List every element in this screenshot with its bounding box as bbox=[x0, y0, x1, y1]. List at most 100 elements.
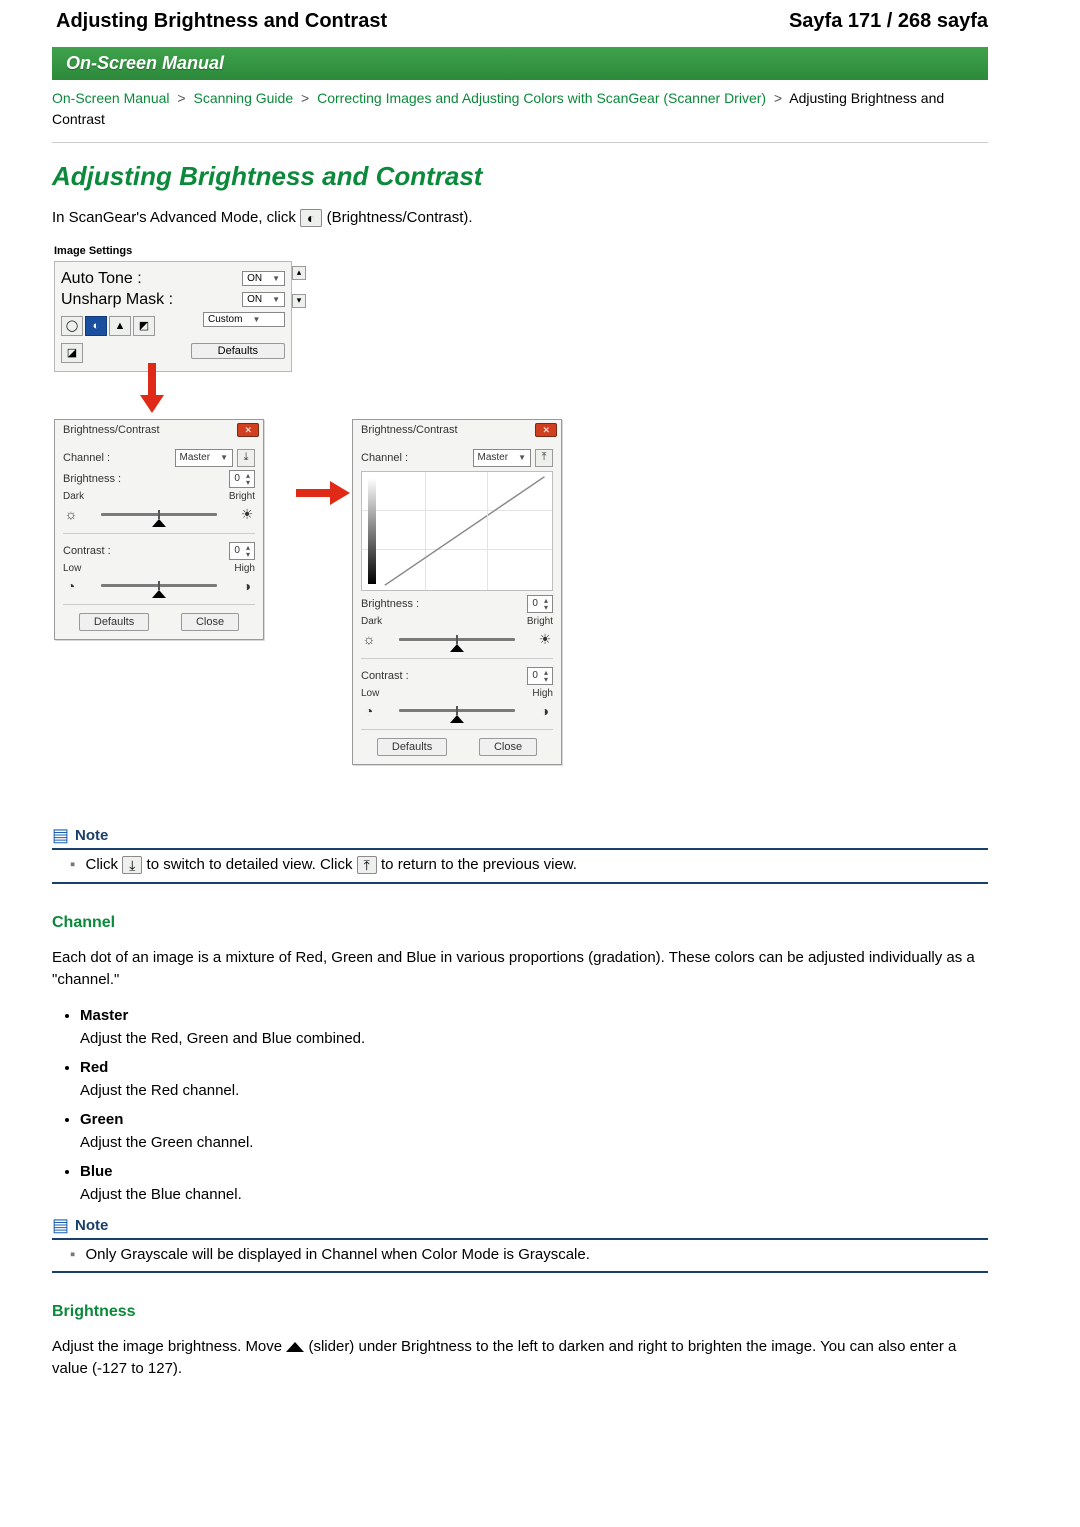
brightness-label: Brightness : bbox=[361, 598, 419, 610]
note-body: ▪ Only Grayscale will be displayed in Ch… bbox=[52, 1240, 988, 1273]
brightness-spin[interactable]: 0▴▾ bbox=[527, 595, 553, 613]
slider-icon bbox=[286, 1342, 304, 1352]
list-item: BlueAdjust the Blue channel. bbox=[80, 1163, 988, 1203]
dlg-title: Brightness/Contrast bbox=[361, 424, 458, 436]
low-label: Low bbox=[361, 688, 379, 699]
sep-icon: > bbox=[177, 90, 185, 106]
channel-select[interactable]: Master▼ bbox=[473, 449, 531, 467]
brightness-para: Adjust the image brightness. Move (slide… bbox=[52, 1336, 988, 1381]
contrast-spin[interactable]: 0▴▾ bbox=[527, 667, 553, 685]
sun-dim-icon: ☼ bbox=[361, 631, 377, 647]
side-up-icon[interactable]: ▴ bbox=[292, 266, 306, 280]
histogram-icon[interactable]: ▲ bbox=[109, 316, 131, 336]
note-title: Note bbox=[75, 827, 108, 844]
contrast-label: Contrast : bbox=[63, 545, 111, 557]
ch-label: Green bbox=[80, 1111, 123, 1128]
crumb-b[interactable]: Scanning Guide bbox=[193, 90, 293, 106]
red-arrow-down-icon bbox=[138, 363, 166, 415]
note-text-a: Click bbox=[86, 856, 123, 873]
bright-label: Bright bbox=[527, 616, 553, 627]
contrast-slider[interactable] bbox=[399, 709, 515, 712]
detailed-dialog: Brightness/Contrast✕ Channel : Master▼ ⤒… bbox=[352, 419, 562, 765]
bullet-icon: ▪ bbox=[70, 856, 75, 873]
list-item: Red Adjust the Red channel. bbox=[80, 1059, 988, 1099]
contrast-spin[interactable]: 0▴▾ bbox=[229, 542, 255, 560]
note-text-b: to switch to detailed view. Click bbox=[147, 856, 357, 873]
collapse-icon[interactable]: ⤒ bbox=[535, 449, 553, 467]
unsharp-label: Unsharp Mask : bbox=[61, 291, 173, 309]
crumb-c[interactable]: Correcting Images and Adjusting Colors w… bbox=[317, 90, 766, 106]
sun-bright-icon: ☀ bbox=[537, 631, 553, 648]
brightness-contrast-icon[interactable]: ◐ bbox=[85, 316, 107, 336]
note2-text: Only Grayscale will be displayed in Chan… bbox=[86, 1246, 590, 1263]
ch-desc: Adjust the Red, Green and Blue combined. bbox=[80, 1030, 988, 1047]
breadcrumb: On-Screen Manual > Scanning Guide > Corr… bbox=[52, 80, 988, 143]
dark-label: Dark bbox=[63, 491, 84, 502]
note-header: ▤ Note bbox=[52, 1215, 988, 1240]
page-header-right: Sayfa 171 / 268 sayfa bbox=[789, 10, 988, 33]
side-down-icon[interactable]: ▾ bbox=[292, 294, 306, 308]
contrast-high-icon: ◑ bbox=[537, 703, 553, 719]
note-body: ▪ Click ⤓ to switch to detailed view. Cl… bbox=[52, 850, 988, 884]
list-item: Master Adjust the Red, Green and Blue com… bbox=[80, 1007, 988, 1047]
ch-desc: Adjust the Green channel. bbox=[80, 1134, 988, 1151]
note-icon: ▤ bbox=[52, 1215, 69, 1236]
dlg-title: Brightness/Contrast bbox=[63, 424, 160, 436]
autotone-select[interactable]: ON▼ bbox=[242, 271, 285, 286]
close-button[interactable]: Close bbox=[479, 738, 537, 756]
dialog-illustration: Image Settings Auto Tone : ON▼ Unsharp M… bbox=[52, 245, 988, 815]
low-label: Low bbox=[63, 563, 81, 574]
adjust-iconbar: ◯ ◐ ▲ ◩ bbox=[61, 316, 155, 336]
brightness-spin[interactable]: 0▴▾ bbox=[229, 470, 255, 488]
channel-heading: Channel bbox=[52, 914, 988, 932]
close-icon[interactable]: ✕ bbox=[237, 423, 259, 437]
ch-desc: Adjust the Red channel. bbox=[80, 1082, 988, 1099]
note-text-c: to return to the previous view. bbox=[381, 856, 577, 873]
channel-label: Channel : bbox=[63, 452, 110, 464]
sun-bright-icon: ☀ bbox=[239, 506, 255, 523]
brightness-slider[interactable] bbox=[101, 513, 217, 516]
high-label: High bbox=[532, 688, 553, 699]
brightness-contrast-icon: ◐ bbox=[300, 209, 322, 227]
contrast-high-icon: ◑ bbox=[239, 578, 255, 594]
custom-select[interactable]: Custom▼ bbox=[203, 312, 285, 327]
sep-icon: > bbox=[301, 90, 309, 106]
intro-text: In ScanGear's Advanced Mode, click ◐ (Br… bbox=[52, 207, 988, 230]
defaults-button[interactable]: Defaults bbox=[377, 738, 447, 756]
ch-label: Blue bbox=[80, 1163, 113, 1180]
brightness-slider[interactable] bbox=[399, 638, 515, 641]
tone-curve bbox=[361, 471, 553, 591]
brightness-label: Brightness : bbox=[63, 473, 121, 485]
note-icon: ▤ bbox=[52, 825, 69, 846]
saturation-icon[interactable]: ◯ bbox=[61, 316, 83, 336]
expand-icon[interactable]: ⤓ bbox=[237, 449, 255, 467]
brightness-heading: Brightness bbox=[52, 1303, 988, 1321]
dark-label: Dark bbox=[361, 616, 382, 627]
ch-label: Master bbox=[80, 1007, 128, 1024]
simple-dialog: Brightness/Contrast ✕ Channel : Master▼ ⤓… bbox=[54, 419, 264, 640]
note-header: ▤ Note bbox=[52, 825, 988, 850]
collapse-view-icon: ⤒ bbox=[357, 856, 377, 874]
crumb-a[interactable]: On-Screen Manual bbox=[52, 90, 170, 106]
ch-label: Red bbox=[80, 1059, 108, 1076]
channel-select[interactable]: Master▼ bbox=[175, 449, 233, 467]
contrast-slider[interactable] bbox=[101, 584, 217, 587]
channel-list: Master Adjust the Red, Green and Blue com… bbox=[80, 1007, 988, 1203]
channel-para: Each dot of an image is a mixture of Red… bbox=[52, 947, 988, 992]
expand-view-icon: ⤓ bbox=[122, 856, 142, 874]
defaults-button[interactable]: Defaults bbox=[79, 613, 149, 631]
final-review-icon[interactable]: ◪ bbox=[61, 343, 83, 363]
page-header-left: Adjusting Brightness and Contrast bbox=[56, 10, 387, 33]
intro-a: In ScanGear's Advanced Mode, click bbox=[52, 209, 300, 226]
sep-icon: > bbox=[774, 90, 782, 106]
close-button[interactable]: Close bbox=[181, 613, 239, 631]
close-icon[interactable]: ✕ bbox=[535, 423, 557, 437]
page-title: Adjusting Brightness and Contrast bbox=[52, 161, 988, 192]
bright-a: Adjust the image brightness. Move bbox=[52, 1338, 286, 1355]
settings-defaults-button[interactable]: Defaults bbox=[191, 343, 285, 359]
contrast-low-icon: ◔ bbox=[63, 578, 79, 594]
tonecurve-icon[interactable]: ◩ bbox=[133, 316, 155, 336]
image-settings-panel: Image Settings Auto Tone : ON▼ Unsharp M… bbox=[54, 245, 292, 372]
autotone-label: Auto Tone : bbox=[61, 270, 142, 288]
unsharp-select[interactable]: ON▼ bbox=[242, 292, 285, 307]
